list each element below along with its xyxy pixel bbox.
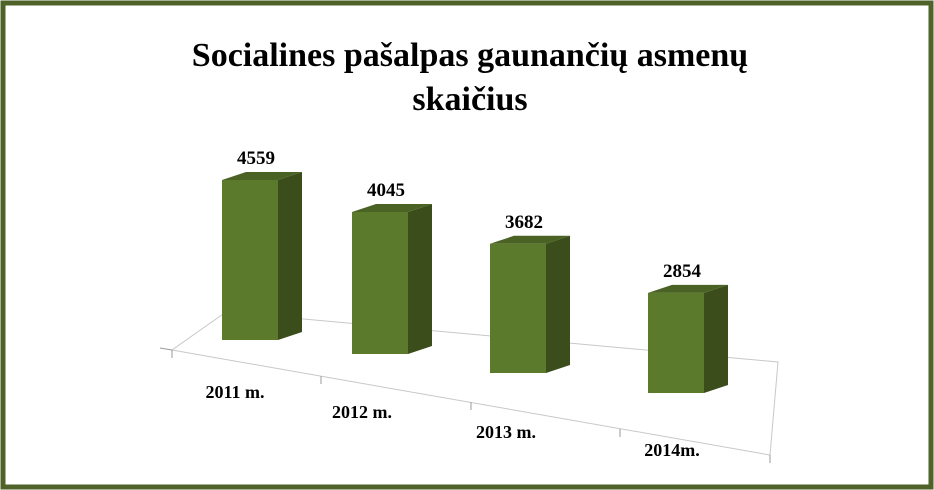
bar (490, 235, 570, 373)
floor (170, 311, 779, 456)
bar-front (490, 243, 546, 373)
bar (352, 204, 432, 354)
bar-side (408, 204, 432, 354)
bar-top (352, 204, 432, 213)
data-label: 3682 (505, 212, 543, 233)
bar-front (648, 292, 704, 393)
data-label: 4559 (237, 148, 275, 169)
bar-top (490, 235, 570, 244)
bar-side (704, 284, 728, 393)
floor-tick (159, 347, 173, 351)
bar (222, 172, 302, 340)
bar-front (352, 212, 408, 354)
x-tick-label: 2014m. (644, 440, 700, 460)
data-label: 4045 (367, 180, 405, 201)
bar (648, 284, 728, 393)
chart-title: skaičius (412, 81, 527, 118)
bar-side (278, 172, 302, 340)
bar-front (222, 180, 278, 340)
data-label: 2854 (663, 261, 702, 282)
x-tick-label: 2011 m. (205, 382, 264, 402)
bar-side (546, 235, 570, 373)
x-tick-label: 2013 m. (476, 422, 536, 442)
x-tick-label: 2012 m. (332, 402, 392, 422)
bar-top (648, 284, 728, 293)
bar-top (222, 172, 302, 180)
chart-title: Socialines pašalpas gaunančių asmenų (192, 37, 748, 74)
